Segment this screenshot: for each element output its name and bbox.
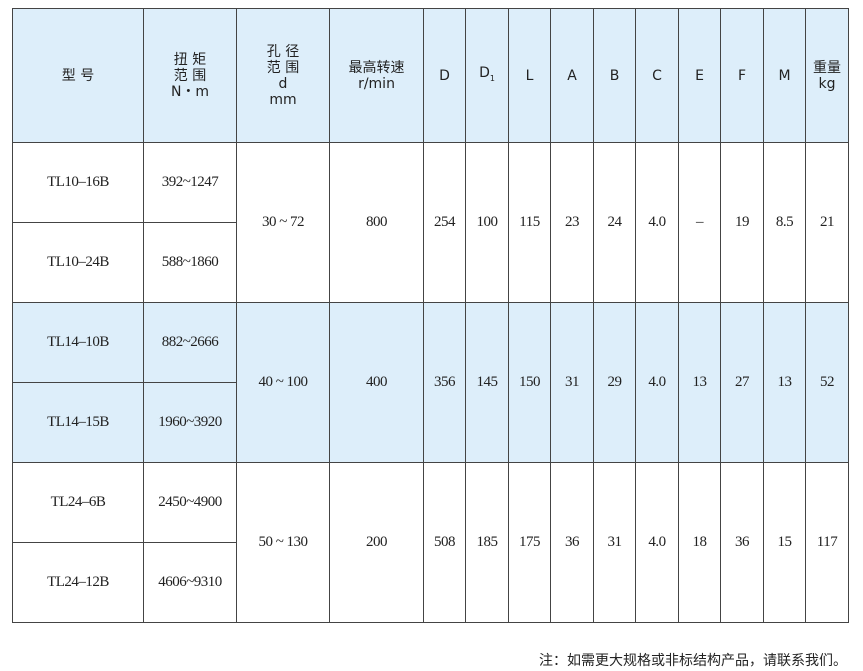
cell-torque: 588~1860 [143,222,237,303]
cell-bore: 50 ~ 130 [236,462,330,623]
cell-B: 29 [593,302,636,463]
cell-model: TL24–12B [12,542,144,623]
cell-C: 4.0 [635,142,679,303]
cell-bore: 40 ~ 100 [236,302,330,463]
header-E: E [678,8,721,143]
cell-D1: 145 [465,302,509,463]
cell-model: TL14–15B [12,382,144,463]
cell-B: 24 [593,142,636,303]
cell-A: 36 [550,462,594,623]
header-L: L [508,8,551,143]
cell-F: 27 [720,302,764,463]
cell-B: 31 [593,462,636,623]
cell-F: 19 [720,142,764,303]
header-D1: D1 [465,8,509,143]
cell-speed: 400 [329,302,424,463]
header-torque: 扭 矩范 围 N・m [143,8,237,143]
cell-E: – [678,142,721,303]
header-M: M [763,8,806,143]
cell-model: TL10–16B [12,142,144,223]
cell-M: 13 [763,302,806,463]
cell-M: 8.5 [763,142,806,303]
cell-torque: 2450~4900 [143,462,237,543]
table-row: TL14–15B 1960~3920 [12,382,849,463]
table-row: TL14–10B 882~2666 40 ~ 100 400 356 145 150 31 29… [12,302,849,463]
cell-speed: 200 [329,462,424,623]
cell-E: 18 [678,462,721,623]
cell-D: 508 [423,462,466,623]
header-model: 型 号 [12,8,144,143]
cell-bore: 30 ~ 72 [236,142,330,303]
cell-L: 115 [508,142,551,303]
header-speed: 最高转速 r/min [329,8,424,143]
cell-model: TL14–10B [12,302,144,383]
footnote: 注：如需更大规格或非标结构产品，请联系我们。 [539,653,847,669]
cell-D1: 100 [465,142,509,303]
header-F: F [720,8,764,143]
cell-weight: 117 [805,462,849,623]
cell-model: TL24–6B [12,462,144,543]
cell-torque: 4606~9310 [143,542,237,623]
table-row: TL10–24B 588~1860 [12,222,849,303]
cell-D1: 185 [465,462,509,623]
header-C: C [635,8,679,143]
cell-weight: 21 [805,142,849,303]
cell-A: 23 [550,142,594,303]
header-D: D [423,8,466,143]
cell-M: 15 [763,462,806,623]
cell-torque: 1960~3920 [143,382,237,463]
header-B: B [593,8,636,143]
header-A: A [550,8,594,143]
cell-torque: 882~2666 [143,302,237,383]
cell-F: 36 [720,462,764,623]
cell-weight: 52 [805,302,849,463]
cell-L: 175 [508,462,551,623]
cell-D: 254 [423,142,466,303]
cell-E: 13 [678,302,721,463]
cell-torque: 392~1247 [143,142,237,223]
cell-L: 150 [508,302,551,463]
cell-model: TL10–24B [12,222,144,303]
cell-D: 356 [423,302,466,463]
header-bore: 孔 径范 围 d mm [236,8,330,143]
header-weight: 重量 kg [805,8,849,143]
table-row: TL10–16B 392~1247 30 ~ 72 800 254 100 115 23 24 4… [12,142,849,303]
table-row: TL24–12B 4606~9310 [12,542,849,623]
cell-C: 4.0 [635,462,679,623]
cell-speed: 800 [329,142,424,303]
cell-C: 4.0 [635,302,679,463]
header-row: 型 号 扭 矩范 围 N・m 孔 径范 围 d mm 最高转速 r/min D D1 L… [12,8,849,143]
cell-A: 31 [550,302,594,463]
spec-table: 型 号 扭 矩范 围 N・m 孔 径范 围 d mm 最高转速 r/min D D1 L… [12,8,849,623]
table-row: TL24–6B 2450~4900 50 ~ 130 200 508 185 175 36 31… [12,462,849,623]
